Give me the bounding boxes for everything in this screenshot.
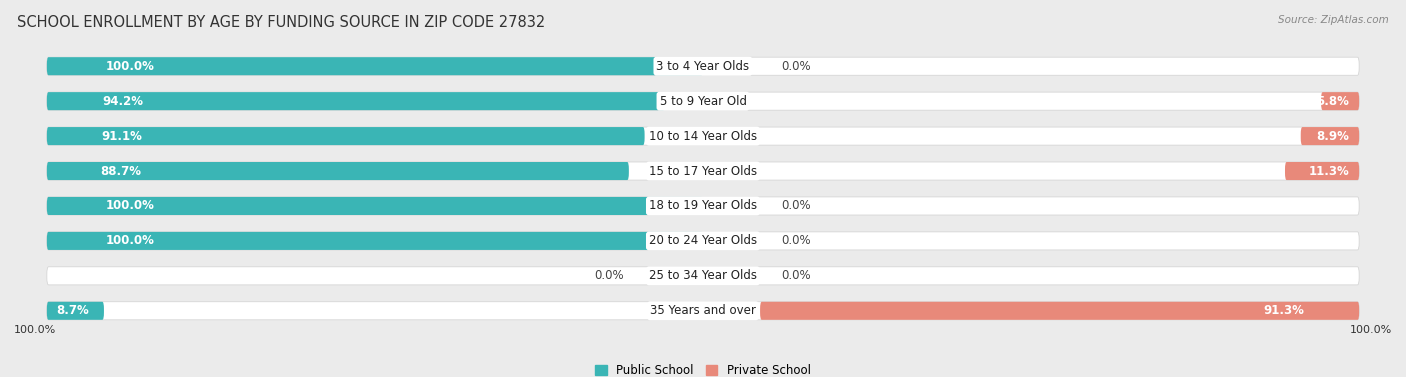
Text: 91.3%: 91.3% [1264,304,1305,317]
Legend: Public School, Private School: Public School, Private School [595,365,811,377]
FancyBboxPatch shape [761,302,1360,320]
FancyBboxPatch shape [46,302,104,320]
FancyBboxPatch shape [1285,162,1360,180]
Text: 35 Years and over: 35 Years and over [650,304,756,317]
Text: 5 to 9 Year Old: 5 to 9 Year Old [659,95,747,108]
Text: 18 to 19 Year Olds: 18 to 19 Year Olds [650,199,756,213]
Text: 100.0%: 100.0% [105,234,155,247]
Text: 11.3%: 11.3% [1309,164,1350,178]
Text: 8.9%: 8.9% [1316,130,1350,143]
Text: 15 to 17 Year Olds: 15 to 17 Year Olds [650,164,756,178]
Text: 0.0%: 0.0% [782,199,811,213]
FancyBboxPatch shape [46,92,665,110]
FancyBboxPatch shape [46,162,628,180]
Text: 20 to 24 Year Olds: 20 to 24 Year Olds [650,234,756,247]
Text: 0.0%: 0.0% [782,234,811,247]
Text: 25 to 34 Year Olds: 25 to 34 Year Olds [650,269,756,282]
Text: 0.0%: 0.0% [595,269,624,282]
Text: Source: ZipAtlas.com: Source: ZipAtlas.com [1278,15,1389,25]
FancyBboxPatch shape [46,127,1360,145]
FancyBboxPatch shape [46,302,1360,320]
Text: 0.0%: 0.0% [782,60,811,73]
Text: 100.0%: 100.0% [1350,325,1392,335]
FancyBboxPatch shape [46,57,1360,75]
Text: 10 to 14 Year Olds: 10 to 14 Year Olds [650,130,756,143]
Text: 94.2%: 94.2% [103,95,143,108]
Text: 91.1%: 91.1% [101,130,142,143]
FancyBboxPatch shape [46,92,1360,110]
FancyBboxPatch shape [46,232,703,250]
Text: 100.0%: 100.0% [105,60,155,73]
FancyBboxPatch shape [46,232,1360,250]
FancyBboxPatch shape [46,197,1360,215]
FancyBboxPatch shape [46,127,644,145]
Text: 100.0%: 100.0% [14,325,56,335]
FancyBboxPatch shape [1322,92,1360,110]
FancyBboxPatch shape [46,57,703,75]
Text: 0.0%: 0.0% [782,269,811,282]
FancyBboxPatch shape [1301,127,1360,145]
Text: 5.8%: 5.8% [1316,95,1350,108]
FancyBboxPatch shape [46,197,703,215]
Text: 8.7%: 8.7% [56,304,90,317]
Text: SCHOOL ENROLLMENT BY AGE BY FUNDING SOURCE IN ZIP CODE 27832: SCHOOL ENROLLMENT BY AGE BY FUNDING SOUR… [17,15,546,30]
Text: 100.0%: 100.0% [105,199,155,213]
FancyBboxPatch shape [46,162,1360,180]
Text: 3 to 4 Year Olds: 3 to 4 Year Olds [657,60,749,73]
Text: 88.7%: 88.7% [100,164,141,178]
FancyBboxPatch shape [46,267,1360,285]
